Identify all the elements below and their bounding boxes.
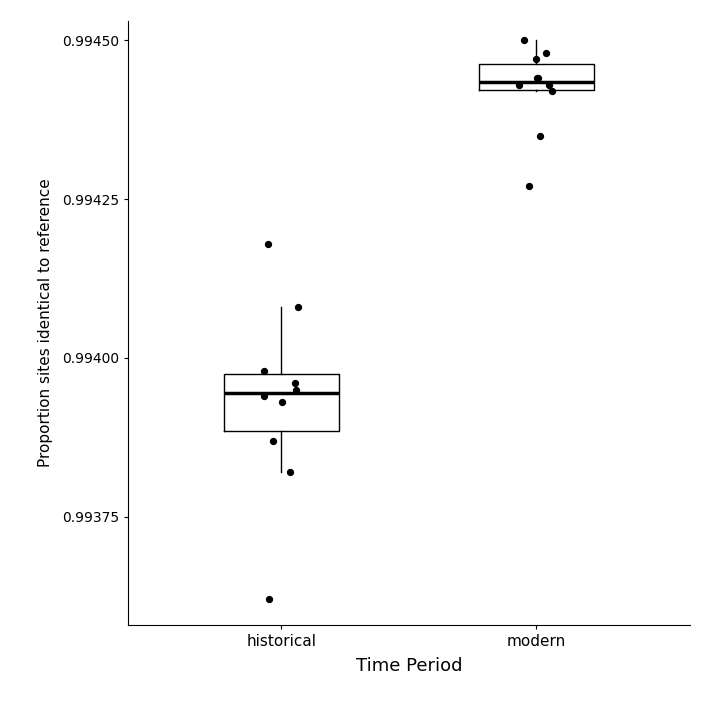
Point <box>262 238 274 249</box>
Point <box>543 79 555 90</box>
Point <box>518 35 530 46</box>
Point <box>267 435 279 447</box>
Point <box>263 594 274 605</box>
Y-axis label: Proportion sites identical to reference: Proportion sites identical to reference <box>38 179 53 467</box>
Point <box>530 54 542 65</box>
Point <box>284 466 296 478</box>
X-axis label: Time Period: Time Period <box>356 657 462 675</box>
Point <box>258 391 269 402</box>
Point <box>513 79 525 90</box>
Point <box>532 73 543 84</box>
Point <box>547 85 558 97</box>
Point <box>277 397 288 408</box>
Point <box>290 378 301 389</box>
Point <box>292 302 303 313</box>
Point <box>535 130 546 141</box>
Point <box>291 384 302 395</box>
Point <box>259 365 270 376</box>
Point <box>533 73 544 84</box>
Point <box>540 48 552 59</box>
Point <box>523 181 535 192</box>
